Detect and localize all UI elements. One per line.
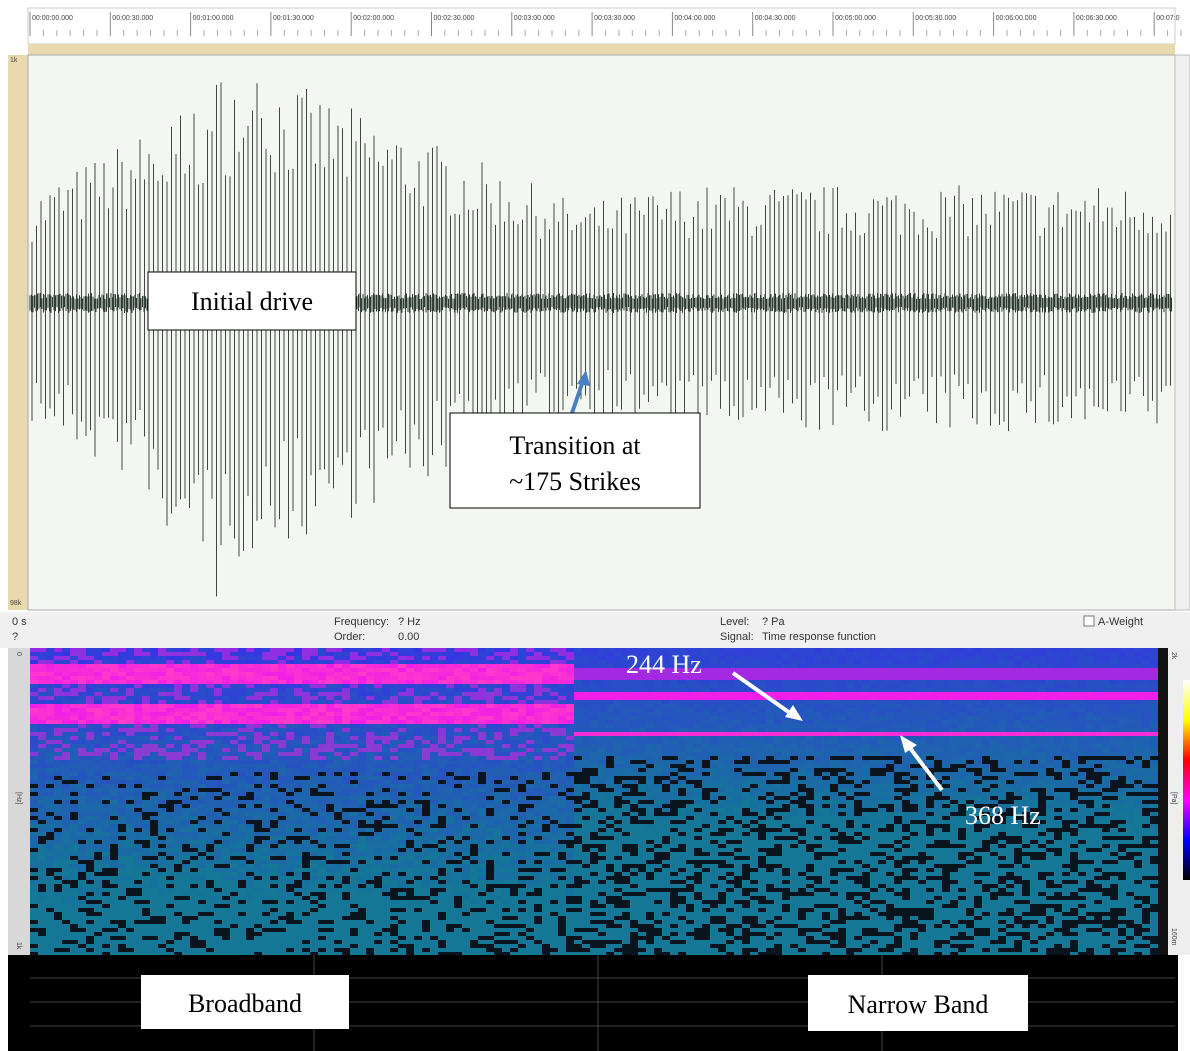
timeline bbox=[27, 7, 1176, 45]
annotation-box bbox=[449, 412, 701, 509]
time: 0 s bbox=[12, 616, 27, 628]
timeline-label: 00:00:30.000 bbox=[112, 15, 153, 22]
timeline-label: 00:04:30.000 bbox=[755, 15, 796, 22]
annotation: Transition at bbox=[509, 431, 641, 460]
level-strip bbox=[8, 55, 28, 610]
timeline-label: 00:02:00.000 bbox=[353, 15, 394, 22]
arrow-head bbox=[900, 735, 917, 753]
arrow-head bbox=[785, 705, 803, 721]
color-scale bbox=[1183, 680, 1190, 880]
level-label: Level: bbox=[720, 616, 749, 628]
spec-right-label: [Pa] bbox=[1170, 792, 1177, 805]
timeline-label: 00:05:00.000 bbox=[835, 15, 876, 22]
annotation-box bbox=[141, 975, 349, 1029]
info-bar bbox=[0, 612, 1190, 648]
spec-cells bbox=[30, 648, 1158, 956]
timeline-label: 00:02:30.000 bbox=[434, 15, 475, 22]
signal-value: Time response function bbox=[762, 631, 876, 643]
timeline-label: 00:06:30.000 bbox=[1076, 15, 1117, 22]
signal-label: Signal: bbox=[720, 631, 754, 643]
spec-left-bottom: 1k bbox=[15, 942, 22, 950]
scale-top: 1k bbox=[10, 57, 18, 64]
annotation-box bbox=[808, 975, 1028, 1031]
spec-right-top: 2k bbox=[1170, 652, 1177, 660]
order-label: Order: bbox=[334, 631, 365, 643]
annotation: 368 Hz bbox=[965, 801, 1041, 830]
spec-left-top: 0 bbox=[15, 652, 22, 656]
spec-left-axis bbox=[8, 648, 30, 955]
frequency-label: Frequency: bbox=[334, 616, 389, 628]
scrollbar[interactable] bbox=[1174, 54, 1190, 611]
a-weight-label: A-Weight bbox=[1098, 616, 1143, 628]
annotation: 244 Hz bbox=[626, 650, 702, 679]
order-value: 0.00 bbox=[398, 631, 419, 643]
annotation: Narrow Band bbox=[848, 990, 989, 1019]
timeline-label: 00:06:00.000 bbox=[996, 15, 1037, 22]
timeline-label: 00:00:00.000 bbox=[32, 15, 73, 22]
timeline-label: 00:04:00.000 bbox=[674, 15, 715, 22]
spectrogram bbox=[30, 648, 1158, 956]
range-bar bbox=[28, 44, 1175, 55]
spec-left-label: [Hz] bbox=[15, 792, 22, 805]
waveform-panel bbox=[27, 54, 1176, 611]
timeline-label: 00:01:00.000 bbox=[193, 15, 234, 22]
timeline-label: 00:03:00.000 bbox=[514, 15, 555, 22]
annotation-box bbox=[147, 271, 357, 331]
annotation: Broadband bbox=[188, 989, 302, 1018]
timeline-label: 00:07:0 bbox=[1156, 15, 1179, 22]
frequency-value: ? Hz bbox=[398, 616, 421, 628]
scale-bottom: 98k bbox=[10, 600, 22, 607]
timeline-label: 00:01:30.000 bbox=[273, 15, 314, 22]
level-value: ? Pa bbox=[762, 616, 786, 628]
time-sub: ? bbox=[12, 631, 18, 643]
a-weight-checkbox[interactable] bbox=[1083, 615, 1095, 627]
spec-right-bottom: 160m bbox=[1170, 928, 1177, 946]
spec-right-gap bbox=[1158, 648, 1168, 955]
timeline-labels: 00:00:00.000 00:00:30.000 00:01:00.000 00:0… bbox=[29, 12, 1182, 36]
arrow bbox=[731, 671, 792, 715]
timeline-label: 00:05:30.000 bbox=[915, 15, 956, 22]
arrow bbox=[908, 746, 944, 792]
timeline-label: 00:03:30.000 bbox=[594, 15, 635, 22]
arrow-head bbox=[577, 370, 590, 386]
annotation: Initial drive bbox=[191, 287, 313, 316]
annotation: ~175 Strikes bbox=[509, 467, 641, 496]
